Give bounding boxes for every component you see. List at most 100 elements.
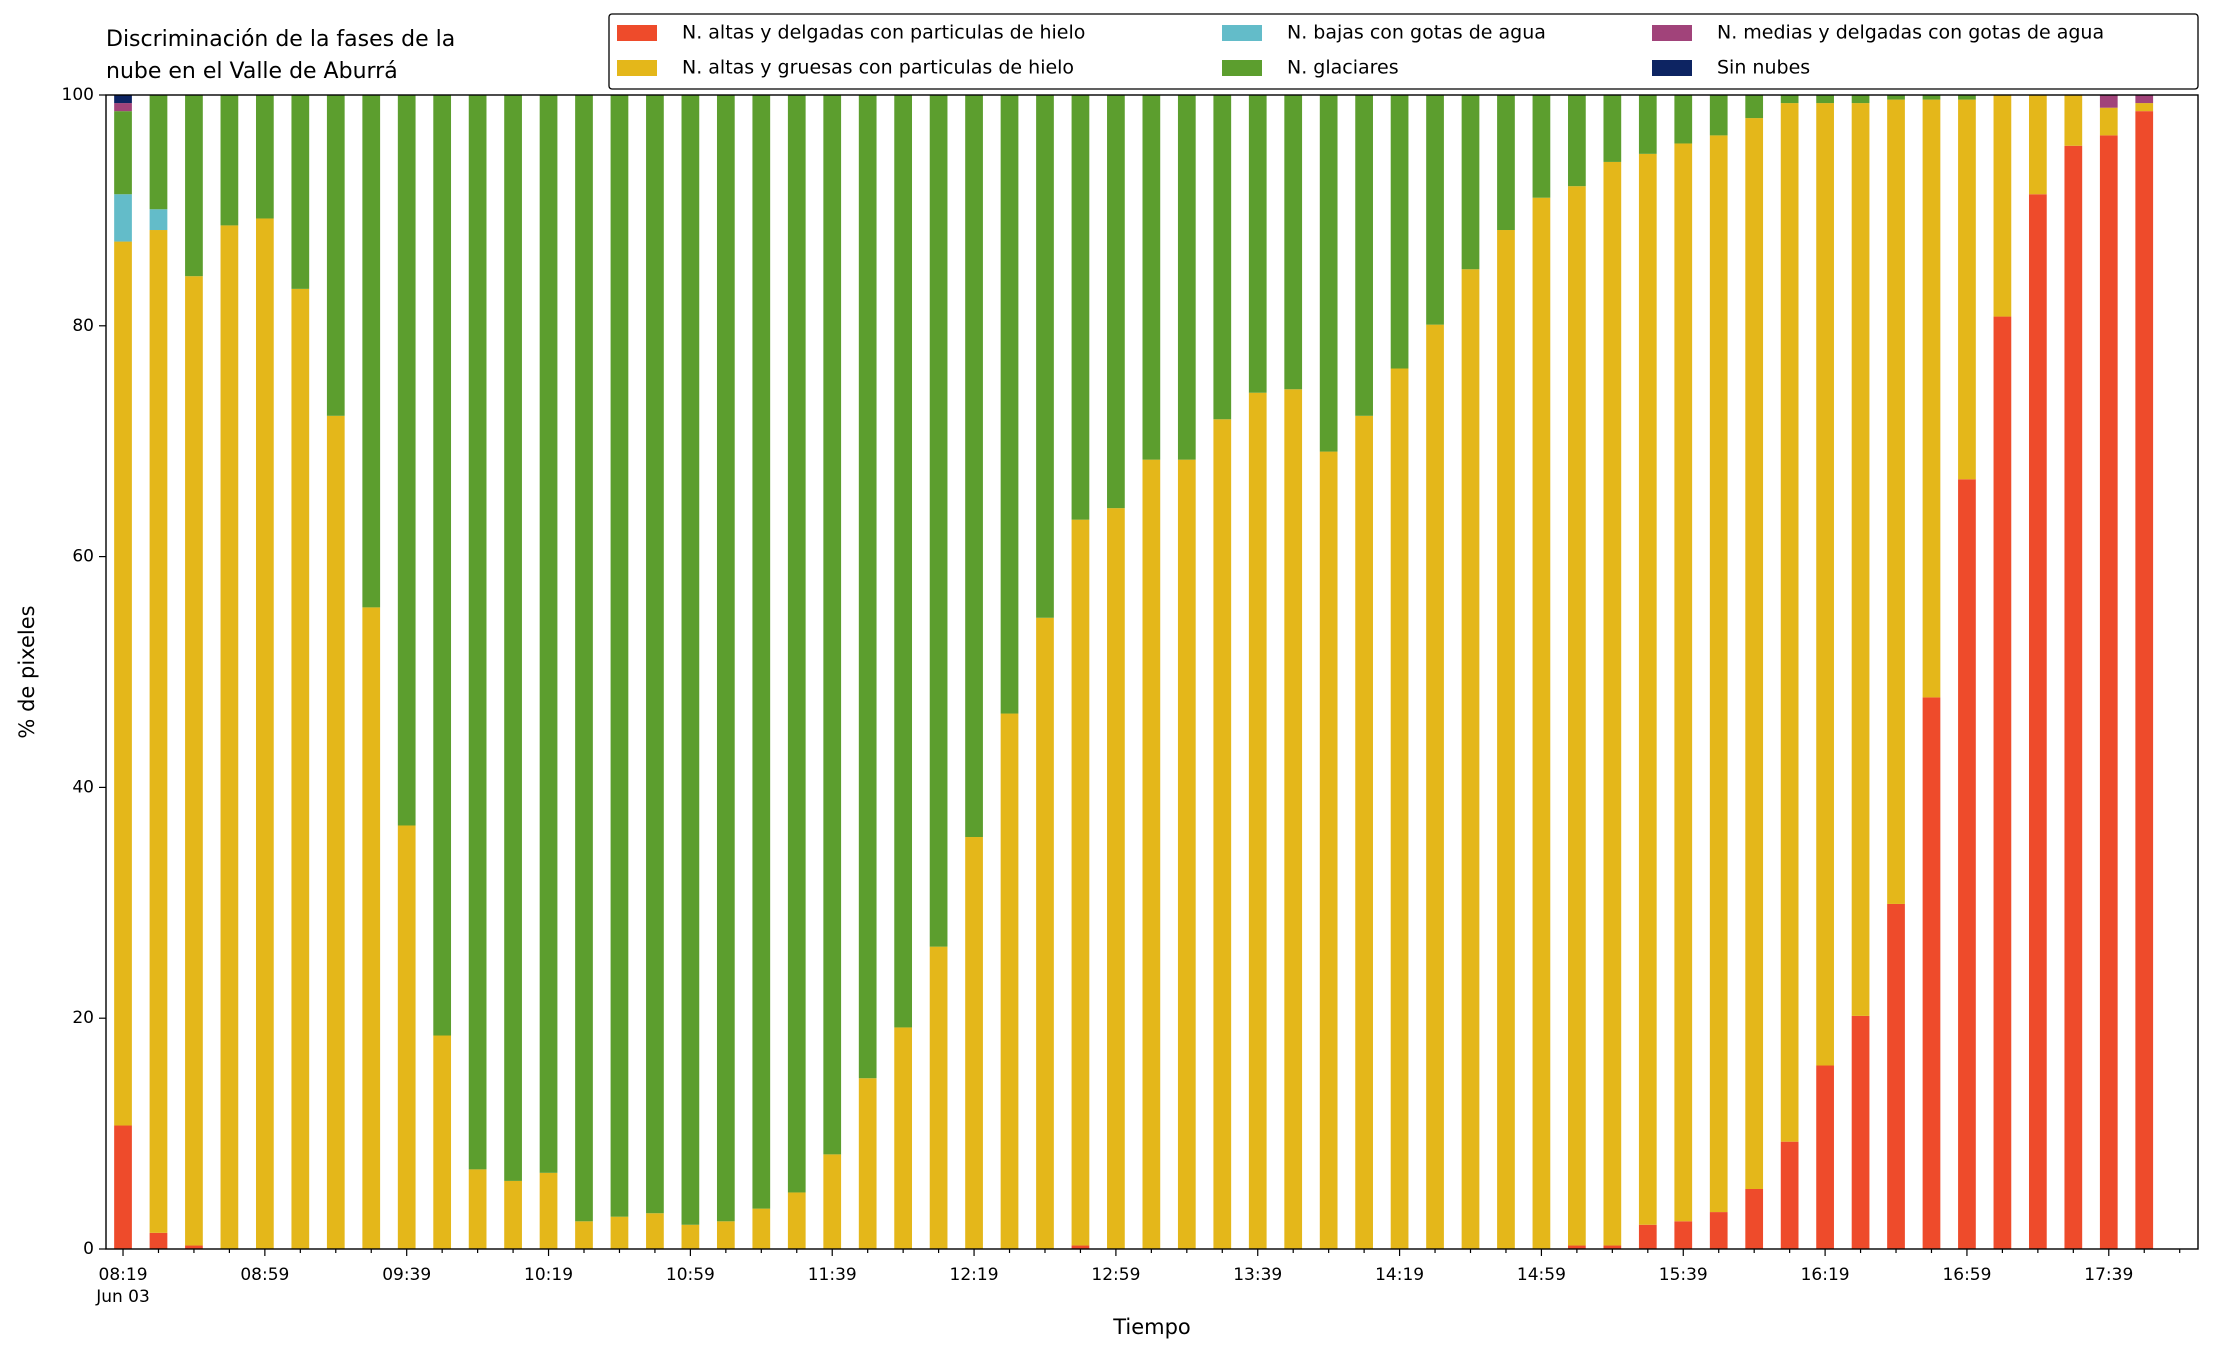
bar-segment: [1993, 95, 2012, 317]
bar-segment: [539, 95, 558, 1173]
bar-segment: [1107, 508, 1125, 1250]
bar-segment: [1958, 479, 1976, 1250]
bar-segment: [1816, 103, 1834, 1066]
bar-segment: [149, 95, 168, 210]
bar-segment: [1745, 118, 1764, 1189]
bar-segment: [1745, 95, 1764, 119]
bar-segment: [433, 1035, 452, 1249]
bar-segment: [681, 1224, 700, 1249]
bar-segment: [220, 225, 239, 1250]
bar-segment: [433, 95, 452, 1036]
legend-box: [608, 13, 2199, 90]
bar-segment: [858, 95, 877, 1079]
bar-segment: [397, 825, 416, 1249]
bar-segment: [1461, 269, 1480, 1249]
bar-segment: [2135, 103, 2154, 112]
bar-segment: [185, 1245, 203, 1249]
x-tick-label: 17:39: [2084, 1265, 2133, 1285]
bar-segment: [326, 415, 345, 1249]
plot-frame: [105, 94, 2199, 1250]
bar-segment: [1248, 392, 1267, 1249]
legend-label: N. glaciares: [1287, 57, 1399, 79]
bar-segment: [255, 95, 274, 219]
legend-swatch: [617, 25, 657, 41]
bar-segment: [787, 1192, 806, 1249]
bar-segment: [504, 1180, 522, 1249]
x-tick-label: 12:19: [950, 1265, 999, 1285]
bar-segment: [2135, 111, 2154, 1249]
bar-segment: [575, 1221, 593, 1249]
bar-segment: [646, 1213, 664, 1249]
legend-swatch: [1652, 25, 1692, 41]
bar-segment: [1284, 95, 1303, 390]
bar-segment: [929, 946, 948, 1249]
bar-segment: [1071, 519, 1090, 1246]
bar-segment: [1426, 95, 1444, 325]
bar-segment: [1284, 389, 1303, 1249]
bar-segment: [1000, 95, 1019, 714]
x-tick-label: 12:59: [1091, 1265, 1140, 1285]
bar-segment: [1355, 95, 1373, 416]
bar-segment: [539, 1172, 558, 1249]
bar-segment: [114, 111, 132, 195]
bar-segment: [1851, 103, 1870, 1016]
bar-segment: [1036, 617, 1054, 1249]
bar-segment: [1887, 99, 1905, 904]
bar-segment: [1000, 713, 1019, 1249]
bar-segment: [1568, 1245, 1586, 1249]
bar-segment: [326, 95, 345, 416]
bar-segment: [1603, 95, 1622, 162]
bar-segment: [1319, 95, 1338, 452]
legend-label: N. altas y gruesas con particulas de hie…: [682, 57, 1074, 79]
bar-segment: [1248, 95, 1267, 393]
bar-segment: [1780, 95, 1799, 104]
bar-segment: [1638, 95, 1657, 154]
bar-segment: [362, 95, 381, 608]
bar-segment: [1958, 95, 1976, 100]
bar-segment: [185, 276, 203, 1246]
x-tick-label: 14:19: [1375, 1265, 1424, 1285]
bar-segment: [149, 209, 168, 231]
bar-segment: [1142, 459, 1161, 1249]
bar-segment: [1532, 95, 1551, 198]
bar-segment: [114, 241, 132, 1126]
bar-segment: [114, 1125, 132, 1249]
bar-segment: [149, 1232, 168, 1249]
legend-label: N. bajas con gotas de agua: [1287, 22, 1546, 44]
y-tick-label: 80: [72, 316, 94, 336]
bar-segment: [1036, 95, 1054, 618]
bar-segment: [1674, 95, 1693, 144]
bar-segment: [610, 95, 629, 1217]
y-tick-label: 100: [62, 85, 94, 105]
x-tick-label: 09:39: [382, 1265, 431, 1285]
legend-label: Sin nubes: [1717, 57, 1810, 79]
bar-segment: [504, 95, 522, 1181]
bar-segment: [716, 95, 735, 1222]
bar-segment: [1355, 415, 1373, 1249]
y-tick-label: 0: [83, 1239, 94, 1259]
bar-segment: [1922, 697, 1941, 1249]
bar-segment: [1709, 1212, 1728, 1249]
x-tick-label: 10:19: [524, 1265, 573, 1285]
bar-segment: [1993, 316, 2012, 1249]
x-date-label: Jun 03: [95, 1287, 150, 1307]
legend-label: N. altas y delgadas con particulas de hi…: [682, 22, 1085, 44]
bar-segment: [1071, 1245, 1090, 1249]
bar-segment: [1390, 368, 1409, 1249]
x-tick-label: 10:59: [666, 1265, 715, 1285]
bar-segment: [1922, 99, 1941, 698]
bar-segment: [1603, 1245, 1622, 1249]
legend-swatch: [1222, 25, 1262, 41]
bar-segment: [1461, 95, 1480, 270]
bar-segment: [2028, 95, 2047, 195]
x-axis-label: Tiempo: [1112, 1315, 1191, 1339]
legend-swatch: [617, 60, 657, 76]
bar-segment: [149, 230, 168, 1233]
bar-segment: [1107, 95, 1125, 509]
bar-segment: [1568, 95, 1586, 187]
bar-segment: [1816, 1065, 1834, 1249]
bar-segment: [1638, 153, 1657, 1225]
bar-segment: [291, 95, 310, 289]
bar-segment: [2135, 95, 2154, 104]
